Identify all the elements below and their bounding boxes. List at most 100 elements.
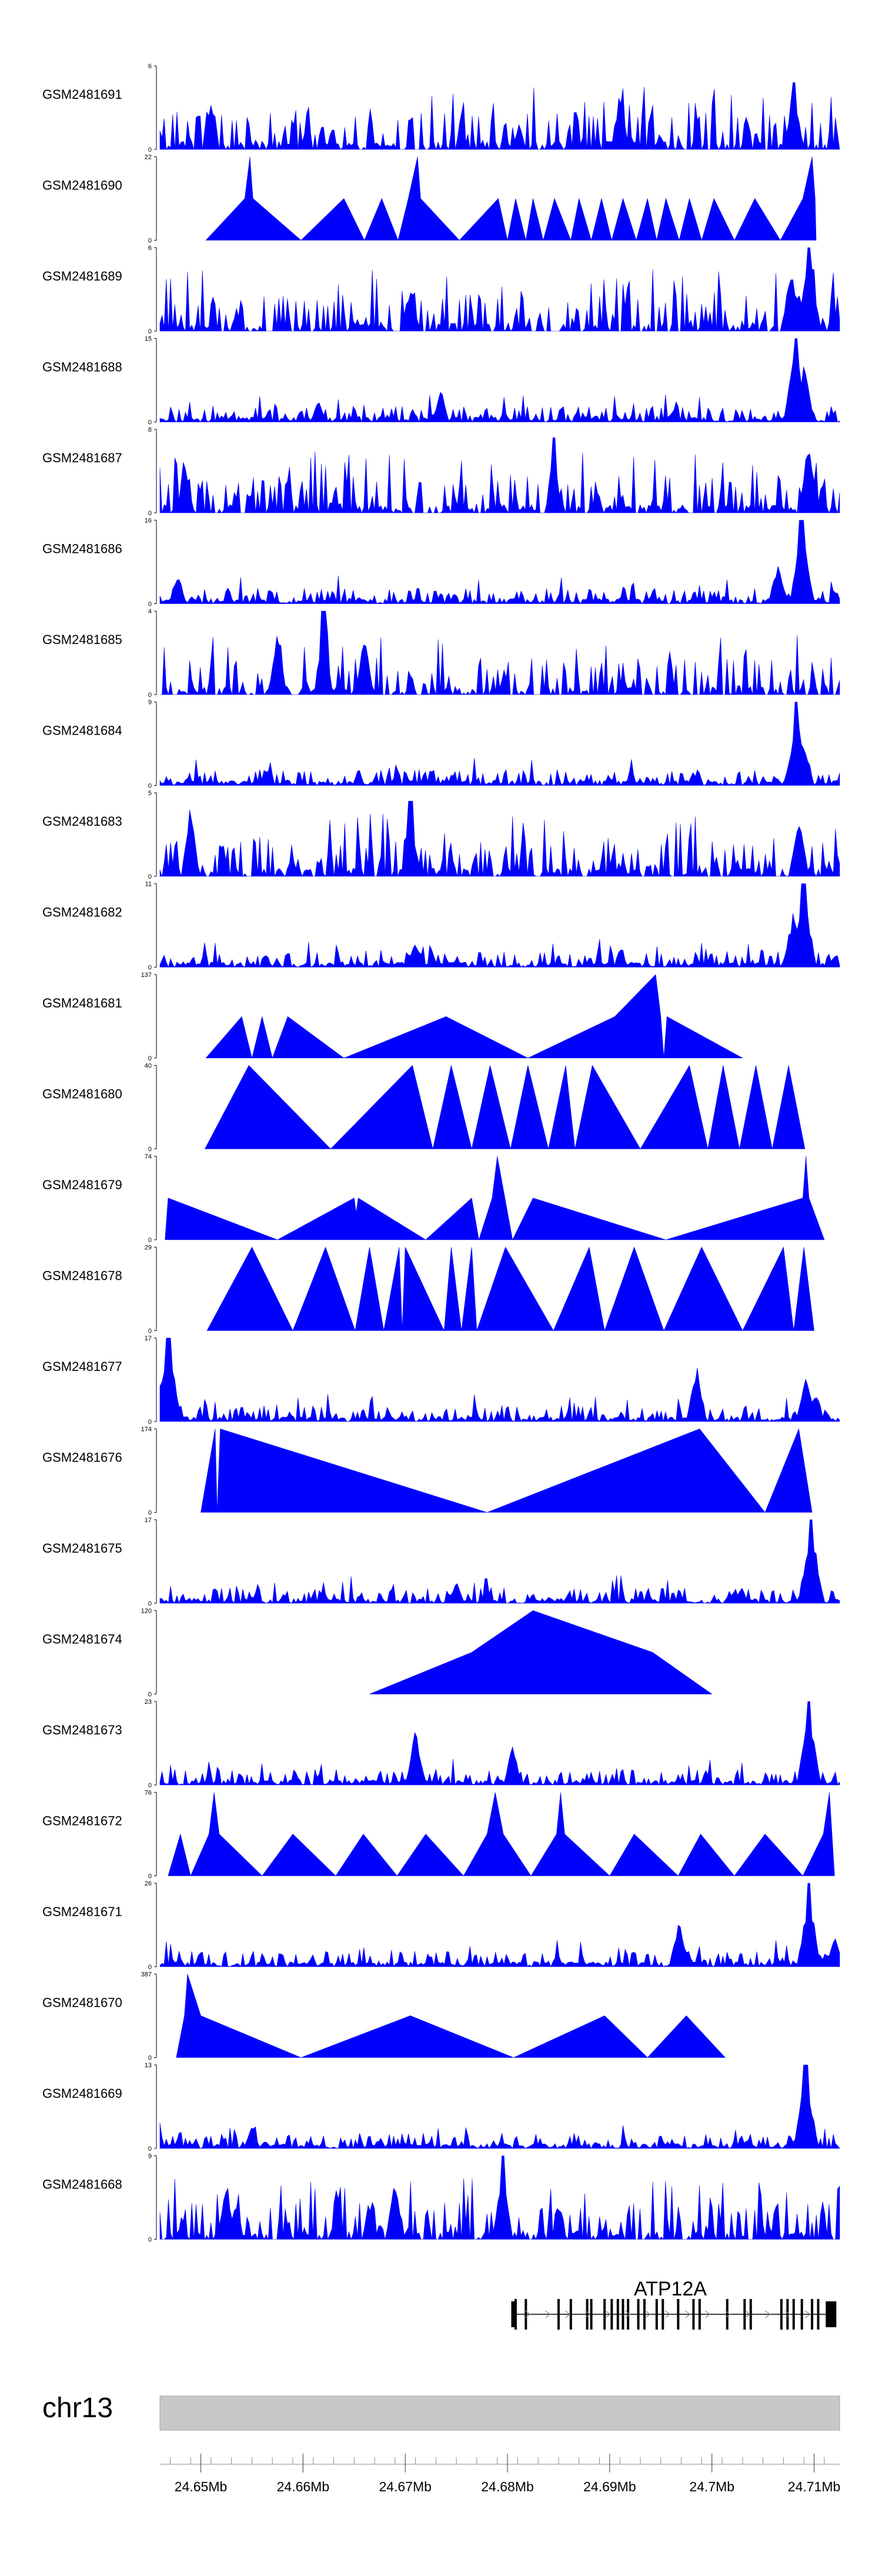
coverage-area <box>159 1701 840 1786</box>
y-min-label: 0 <box>148 1146 152 1153</box>
track-GSM2481687: GSM2481687 8 0 <box>42 426 840 517</box>
x-tick-label: 24.69Mb <box>583 2479 636 2494</box>
chromosome-track: chr13 <box>42 2393 840 2431</box>
gene-exon <box>511 2301 516 2327</box>
track-GSM2481678: GSM2481678 29 0 <box>42 1244 814 1335</box>
strand-arrow <box>625 2310 631 2318</box>
coverage-area <box>205 974 743 1059</box>
track-label: GSM2481686 <box>42 542 122 556</box>
strand-arrow <box>665 2310 671 2318</box>
y-max-label: 9 <box>148 2153 152 2160</box>
y-max-label: 6 <box>148 245 152 252</box>
genome-axis: 24.65Mb 24.66Mb 24.67Mb 24.68Mb 24.69Mb 24.7M… <box>160 2454 840 2494</box>
strand-arrow <box>685 2310 691 2318</box>
x-tick-label: 24.7Mb <box>689 2479 734 2494</box>
y-max-label: 174 <box>141 1426 152 1433</box>
gene-name: ATP12A <box>634 2278 707 2300</box>
coverage-area <box>159 520 840 605</box>
strand-arrow <box>585 2310 591 2318</box>
gene-exon <box>743 2299 746 2330</box>
gene-exon <box>817 2299 820 2330</box>
coverage-area <box>160 610 840 696</box>
coverage-area <box>168 1792 835 1877</box>
y-max-label: 8 <box>148 426 152 433</box>
track-GSM2481673: GSM2481673 23 0 <box>42 1699 840 1789</box>
track-label: GSM2481677 <box>42 1359 122 1374</box>
coverage-area <box>159 702 840 786</box>
y-min-label: 0 <box>148 1510 152 1517</box>
track-label: GSM2481683 <box>42 814 122 829</box>
y-max-label: 74 <box>145 1153 152 1160</box>
strand-arrow <box>605 2310 611 2318</box>
track-label: GSM2481678 <box>42 1269 122 1283</box>
track-label: GSM2481679 <box>42 1177 122 1192</box>
track-label: GSM2481670 <box>42 1996 122 2010</box>
y-min-label: 0 <box>148 510 152 517</box>
y-max-label: 16 <box>145 518 152 525</box>
y-max-label: 29 <box>145 1244 152 1252</box>
x-tick-label: 24.67Mb <box>379 2479 432 2494</box>
gene-exon <box>590 2299 593 2330</box>
track-GSM2481672: GSM2481672 76 0 <box>42 1790 835 1880</box>
track-label: GSM2481689 <box>42 269 122 283</box>
strand-arrow <box>785 2310 791 2318</box>
gene-exon <box>811 2299 814 2330</box>
coverage-area <box>159 82 840 151</box>
track-label: GSM2481674 <box>42 1632 122 1647</box>
strand-arrow <box>545 2310 551 2318</box>
coverage-area <box>159 437 840 514</box>
gene-exon <box>655 2299 658 2330</box>
track-label: GSM2481675 <box>42 1541 122 1556</box>
gene-exon <box>586 2299 589 2330</box>
y-min-label: 0 <box>148 419 152 426</box>
strand-arrow <box>805 2310 811 2318</box>
coverage-area <box>159 1337 840 1423</box>
y-min-label: 0 <box>148 1691 152 1699</box>
y-min-label: 0 <box>148 1782 152 1789</box>
gene-exon <box>792 2299 795 2330</box>
track-GSM2481685: GSM2481685 4 0 <box>42 608 840 699</box>
gene-exon <box>616 2299 619 2330</box>
track-label: GSM2481691 <box>42 87 122 102</box>
y-max-label: 4 <box>148 608 152 615</box>
gene-exon <box>610 2299 613 2330</box>
track-label: GSM2481680 <box>42 1087 122 1102</box>
strand-arrow <box>645 2310 651 2318</box>
y-max-label: 23 <box>145 1699 152 1706</box>
track-GSM2481684: GSM2481684 9 0 <box>42 699 840 790</box>
track-GSM2481688: GSM2481688 15 0 <box>42 336 840 426</box>
gene-exon <box>569 2299 572 2330</box>
gene-model <box>511 2299 837 2330</box>
x-tick-label: 24.71Mb <box>788 2479 841 2494</box>
coverage-area <box>159 1883 840 1967</box>
coverage-area <box>159 247 840 332</box>
strand-arrow <box>765 2310 771 2318</box>
track-label: GSM2481684 <box>42 723 122 738</box>
track-GSM2481680: GSM2481680 40 0 <box>42 1063 806 1153</box>
y-min-label: 0 <box>148 1055 152 1062</box>
coverage-area <box>176 1974 726 2058</box>
coverage-area <box>205 1065 806 1150</box>
y-min-label: 0 <box>148 1419 152 1426</box>
gene-exon <box>524 2299 527 2330</box>
track-GSM2481671: GSM2481671 26 0 <box>42 1880 840 1971</box>
track-label: GSM2481668 <box>42 2177 122 2192</box>
y-min-label: 0 <box>148 783 152 790</box>
track-label: GSM2481669 <box>42 2086 122 2101</box>
y-max-label: 17 <box>145 1517 152 1524</box>
y-max-label: 387 <box>141 1971 152 1978</box>
strand-arrow <box>565 2310 571 2318</box>
track-GSM2481683: GSM2481683 5 0 <box>42 790 840 880</box>
y-max-label: 15 <box>145 336 152 343</box>
gene-exon <box>780 2299 783 2330</box>
coverage-area <box>369 1610 713 1694</box>
gene-exon <box>749 2299 752 2330</box>
track-GSM2481682: GSM2481682 11 0 <box>42 881 840 972</box>
track-GSM2481686: GSM2481686 16 0 <box>42 518 840 608</box>
y-min-label: 0 <box>148 692 152 699</box>
y-min-label: 0 <box>148 146 152 154</box>
gene-exon <box>557 2299 560 2330</box>
y-max-label: 26 <box>145 1880 152 1887</box>
track-GSM2481675: GSM2481675 17 0 <box>42 1517 840 1607</box>
coverage-area <box>159 800 840 877</box>
